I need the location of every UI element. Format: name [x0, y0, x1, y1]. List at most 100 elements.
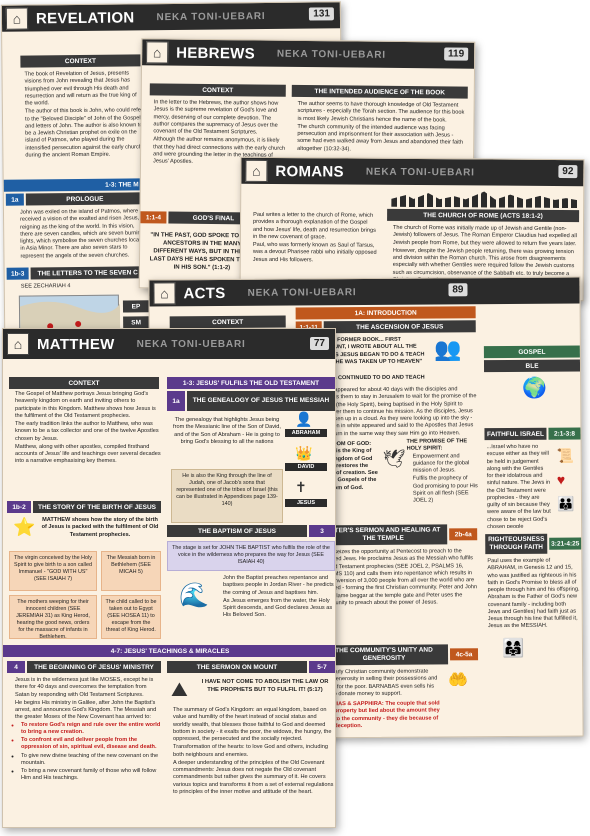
david-figure-icon: 👑	[295, 445, 313, 461]
peter-bar: PETER'S SERMON AND HEALING AT THE TEMPLE	[319, 524, 448, 546]
baptism-item: As Jesus emerges from the water, the Hol…	[223, 598, 335, 620]
baptism-bar: THE BAPTISM OF JESUS	[167, 525, 307, 537]
baptism-text: John the Baptist preaches repentance and…	[217, 575, 335, 641]
heart-icon: ♥	[556, 471, 566, 488]
page-number: 131	[309, 7, 334, 21]
sheet-title: MATTHEW	[37, 335, 115, 353]
ananias-text: ANANIAS & SAPPHIRA: The couple that sold…	[320, 700, 440, 730]
israel-text: ...Israel who have no excuse either as t…	[486, 443, 551, 529]
spirit-item: Fulfils the prophecy of God promising to…	[413, 476, 479, 506]
mount-bar: THE SERMON ON MOUNT	[167, 661, 307, 673]
audience-item: The author seems to have thorough knowle…	[297, 101, 467, 125]
context-item: The early tradition links the author to …	[15, 421, 161, 443]
continued-text: JESUS CONTINUED TO DO AND TEACH	[318, 374, 425, 382]
abraham-figure-icon: 👤	[295, 411, 313, 427]
family-icon: 👨‍👩‍👧	[501, 637, 525, 659]
context-item: Matthew, along with other apostles, comp…	[15, 444, 161, 466]
prologue-bar: PROLOGUE	[25, 192, 144, 206]
genealogy-tag: 1a	[167, 391, 185, 411]
context-item: The author of this book is John, who cou…	[25, 108, 146, 160]
baptism-tag: 3	[309, 525, 335, 537]
genealogy-bar: THE GENEALOGY OF JESUS THE MESSIAH	[187, 391, 335, 411]
fulfils-bar: 1-3: JESUS' FULFILS THE OLD TESTAMENT	[167, 377, 335, 389]
ministry-text: Jesus is in the wilderness just like MOS…	[9, 677, 161, 825]
ministry-bar: THE BEGINNING OF JESUS' MINISTRY	[27, 661, 161, 673]
book-logo-icon: ⌂	[7, 333, 29, 355]
mothers-box: The mothers weeping for their innocent c…	[9, 595, 97, 639]
stone-tablet-icon: 📜	[556, 447, 575, 464]
rome-skyline-icon	[391, 187, 577, 208]
genealogy-node: DAVID	[285, 463, 327, 471]
bethlehem-box: The Messiah born in Bethlehem (SEE MICAH…	[101, 551, 161, 591]
righteous-text: Paul uses the example of ABRAHAM, in Gen…	[487, 557, 580, 630]
righteous-bar: RIGHTEOUSNESS THROUGH FAITH	[485, 533, 548, 555]
book-logo-icon: ⌂	[153, 282, 176, 305]
sheet-author: NEKA TONI-UEBARI	[136, 338, 246, 350]
zechariah-ref: SEE ZECHARIAH 4	[20, 283, 71, 290]
mount-tag: 5-7	[309, 661, 335, 673]
giving-icon: 🤲	[448, 672, 469, 690]
audience-bar: THE INTENDED AUDIENCE OF THE BOOK	[291, 84, 468, 99]
final-tag: 1:1-4	[140, 211, 167, 224]
prologue-text: John was exiled on the island of Patmos,…	[19, 208, 147, 260]
audience-item: The church community of the intended aud…	[297, 124, 467, 155]
letters-bar: THE LETTERS TO THE SEVEN C	[30, 266, 145, 280]
context-bar: CONTEXT	[9, 377, 159, 389]
sheet-author: NEKA TONI-UEBARI	[276, 48, 386, 61]
ministry-item-text: He begins His ministry in Galilee, after…	[15, 699, 157, 721]
baptism-intro-box: The stage is set for JOHN THE BAPTIST wh…	[167, 541, 335, 571]
page-number: 119	[443, 47, 469, 61]
book-logo-icon: ⌂	[5, 7, 29, 30]
ascension-text: Jesus appeared for about 40 days with th…	[318, 386, 477, 437]
israel-bar: FAITHFUL ISRAEL	[484, 427, 547, 441]
gospel-sub-bar: BLE	[483, 359, 581, 373]
dove-icon: 🕊	[382, 448, 406, 469]
egypt-box: The child called to be taken out to Egyp…	[101, 595, 161, 639]
righteous-tag: 3:21-4:25	[549, 537, 582, 550]
intro-item: Paul writes a letter to the church of Ro…	[253, 212, 377, 242]
ministry-item: Jesus is in the wilderness just like MOS…	[15, 677, 161, 699]
israel-tag: 2:1-3:8	[548, 427, 581, 440]
birth-bar: THE STORY OF THE BIRTH OF JESUS	[33, 501, 161, 513]
context-item: The book of Revelation of Jesus, present…	[25, 70, 145, 108]
context-bar: CONTEXT	[149, 83, 286, 97]
church-bar: THE CHURCH OF ROME (ACTS 18:1-2)	[387, 208, 580, 223]
mountain-sermon-icon: ⛰	[171, 679, 188, 701]
genealogy-node: ABRAHAM	[285, 429, 327, 437]
baptism-item: John the Baptist preaches repentance and…	[223, 575, 335, 597]
mount-item: Transformation of the hearts: to love Go…	[173, 744, 335, 759]
side-label: SM	[123, 316, 150, 329]
community-tag: 4c-5a	[449, 648, 479, 661]
jesus-figure-icon: ✝	[295, 479, 307, 495]
prologue-tag: 1a	[5, 193, 24, 206]
spirit-item: Empowerment and guidance for the global …	[413, 453, 479, 475]
ministry-sub-item: To restore God's reign and rule over the…	[21, 722, 161, 737]
context-text: The Gospel of Matthew portrays Jesus bri…	[9, 391, 161, 503]
virgin-box: The virgin conceived by the Holy Spirit …	[9, 551, 97, 591]
sheet-author: NEKA TONI-UEBARI	[247, 286, 357, 299]
gospel-bar: GOSPEL	[483, 345, 580, 359]
community-text: The early Christian community demonstrat…	[320, 668, 438, 698]
spirit-block: THE PROMISE OF THE HOLY SPIRIT: Empowerm…	[407, 438, 480, 519]
sheet-author: NEKA TONI-UEBARI	[156, 10, 266, 23]
context-bar: CONTEXT	[169, 315, 286, 329]
side-label: EP	[122, 300, 150, 313]
mount-quote: I HAVE NOT COME TO ABOLISH THE LAW OR TH…	[201, 679, 329, 693]
matthew-sheet: ⌂ MATTHEW NEKA TONI-UEBARI 77 CONTEXT Th…	[2, 328, 336, 828]
birth-tag: 1b-2	[7, 501, 31, 513]
page-number: 92	[558, 165, 578, 179]
teacher-icon: 👥	[433, 336, 462, 362]
baptism-scene-icon: 🌊	[179, 582, 209, 609]
mount-item: The summary of God's Kingdom: an equal k…	[173, 707, 335, 743]
peter-tag: 2b-4a	[449, 528, 478, 541]
mount-text: The summary of God's Kingdom: an equal k…	[167, 707, 335, 825]
revelation-header: ⌂ REVELATION NEKA TONI-UEBARI 131	[1, 2, 341, 32]
context-item: The Gospel of Matthew portrays Jesus bri…	[15, 391, 161, 420]
church-item: The church of Rome was initially made up…	[393, 225, 579, 248]
book-logo-icon: ⌂	[245, 159, 268, 182]
people-icon: 👪	[556, 495, 575, 512]
context-item: In the letter to the Hebrews, the author…	[153, 99, 287, 137]
ministry-tag: 4	[7, 661, 25, 673]
context-bar: CONTEXT	[20, 54, 141, 68]
book-logo-icon: ⌂	[146, 41, 169, 64]
